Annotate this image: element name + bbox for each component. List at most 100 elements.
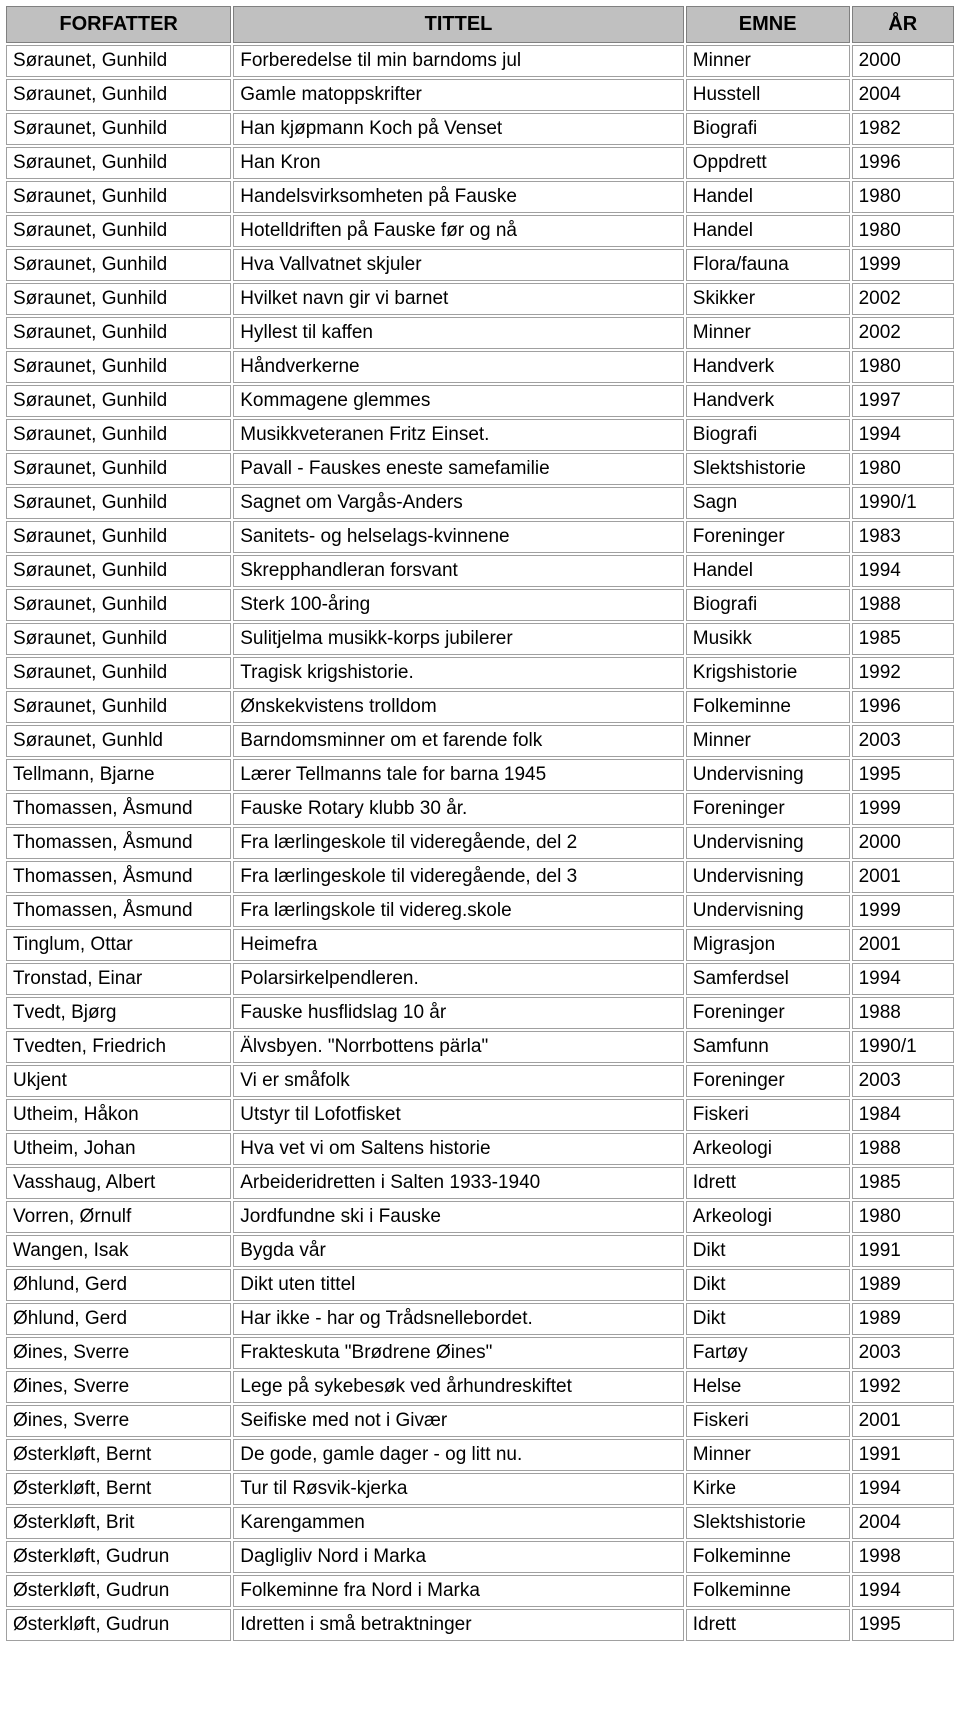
table-cell: Pavall - Fauskes eneste samefamilie <box>233 453 684 485</box>
table-cell: Folkeminne fra Nord i Marka <box>233 1575 684 1607</box>
table-cell: Handverk <box>686 385 850 417</box>
table-cell: Gamle matoppskrifter <box>233 79 684 111</box>
table-cell: Søraunet, Gunhild <box>6 317 231 349</box>
table-cell: Slektshistorie <box>686 453 850 485</box>
table-cell: Fra lærlingeskole til videregående, del … <box>233 827 684 859</box>
table-cell: 1989 <box>852 1303 954 1335</box>
table-row: Østerkløft, GudrunDagligliv Nord i Marka… <box>6 1541 954 1573</box>
table-cell: Migrasjon <box>686 929 850 961</box>
table-cell: Utheim, Johan <box>6 1133 231 1165</box>
table-cell: Oppdrett <box>686 147 850 179</box>
table-cell: Lærer Tellmanns tale for barna 1945 <box>233 759 684 791</box>
table-cell: Idrett <box>686 1609 850 1641</box>
table-cell: 1999 <box>852 793 954 825</box>
table-cell: Idrett <box>686 1167 850 1199</box>
table-row: Søraunet, GunhildHan KronOppdrett1996 <box>6 147 954 179</box>
table-cell: Søraunet, Gunhild <box>6 113 231 145</box>
table-cell: 1994 <box>852 555 954 587</box>
table-cell: Dikt uten tittel <box>233 1269 684 1301</box>
table-cell: Undervisning <box>686 827 850 859</box>
table-cell: 1994 <box>852 1575 954 1607</box>
table-cell: Undervisning <box>686 861 850 893</box>
table-cell: Arkeologi <box>686 1201 850 1233</box>
table-row: Søraunet, GunhildForberedelse til min ba… <box>6 45 954 77</box>
table-cell: Østerkløft, Bernt <box>6 1439 231 1471</box>
table-cell: Foreninger <box>686 521 850 553</box>
table-cell: Fauske husflidslag 10 år <box>233 997 684 1029</box>
table-cell: Sterk 100-åring <box>233 589 684 621</box>
table-cell: 1988 <box>852 589 954 621</box>
table-row: Søraunet, GunhildHvilket navn gir vi bar… <box>6 283 954 315</box>
table-cell: Sagnet om Vargås-Anders <box>233 487 684 519</box>
table-cell: Fartøy <box>686 1337 850 1369</box>
table-row: Søraunet, GunhildSkrepphandleran forsvan… <box>6 555 954 587</box>
table-cell: Sulitjelma musikk-korps jubilerer <box>233 623 684 655</box>
table-cell: Øhlund, Gerd <box>6 1303 231 1335</box>
table-row: Søraunet, GunhildGamle matoppskrifterHus… <box>6 79 954 111</box>
table-cell: 2003 <box>852 725 954 757</box>
table-cell: Undervisning <box>686 759 850 791</box>
table-cell: Lege på sykebesøk ved århundreskiftet <box>233 1371 684 1403</box>
table-cell: Østerkløft, Gudrun <box>6 1609 231 1641</box>
col-header-author: FORFATTER <box>6 6 231 43</box>
table-cell: Idretten i små betraktninger <box>233 1609 684 1641</box>
table-cell: Musikkveteranen Fritz Einset. <box>233 419 684 451</box>
table-cell: Seifiske med not i Givær <box>233 1405 684 1437</box>
table-row: Thomassen, ÅsmundFra lærlingeskole til v… <box>6 861 954 893</box>
table-cell: Biografi <box>686 113 850 145</box>
table-cell: 1988 <box>852 997 954 1029</box>
table-row: Søraunet, GunhildHotelldriften på Fauske… <box>6 215 954 247</box>
col-header-title: TITTEL <box>233 6 684 43</box>
table-cell: Folkeminne <box>686 691 850 723</box>
table-cell: Tvedten, Friedrich <box>6 1031 231 1063</box>
table-row: Søraunet, GunhildSagnet om Vargås-Anders… <box>6 487 954 519</box>
table-cell: Handel <box>686 181 850 213</box>
table-cell: Søraunet, Gunhild <box>6 487 231 519</box>
table-row: Tvedten, FriedrichÄlvsbyen. "Norrbottens… <box>6 1031 954 1063</box>
table-cell: 1997 <box>852 385 954 417</box>
table-row: Søraunet, GunhildHva Vallvatnet skjulerF… <box>6 249 954 281</box>
table-cell: Hva Vallvatnet skjuler <box>233 249 684 281</box>
table-head: FORFATTER TITTEL EMNE ÅR <box>6 6 954 43</box>
table-cell: 2000 <box>852 827 954 859</box>
table-cell: Østerkløft, Gudrun <box>6 1541 231 1573</box>
table-row: Øhlund, GerdDikt uten tittelDikt1989 <box>6 1269 954 1301</box>
table-cell: Tellmann, Bjarne <box>6 759 231 791</box>
table-cell: 2001 <box>852 861 954 893</box>
table-cell: Samfunn <box>686 1031 850 1063</box>
table-row: Søraunet, GunhldBarndomsminner om et far… <box>6 725 954 757</box>
table-cell: Tronstad, Einar <box>6 963 231 995</box>
table-cell: 1996 <box>852 691 954 723</box>
table-cell: Søraunet, Gunhild <box>6 351 231 383</box>
table-cell: Håndverkerne <box>233 351 684 383</box>
table-row: Øines, SverreLege på sykebesøk ved århun… <box>6 1371 954 1403</box>
table-cell: Arkeologi <box>686 1133 850 1165</box>
table-cell: 1980 <box>852 215 954 247</box>
table-row: Øines, SverreFrakteskuta "Brødrene Øines… <box>6 1337 954 1369</box>
table-cell: 1989 <box>852 1269 954 1301</box>
table-cell: Biografi <box>686 419 850 451</box>
table-cell: Søraunet, Gunhild <box>6 79 231 111</box>
table-cell: 1980 <box>852 351 954 383</box>
table-cell: 1980 <box>852 181 954 213</box>
table-cell: Fiskeri <box>686 1405 850 1437</box>
table-row: Øines, SverreSeifiske med not i GiværFis… <box>6 1405 954 1437</box>
table-row: Utheim, JohanHva vet vi om Saltens histo… <box>6 1133 954 1165</box>
table-cell: Thomassen, Åsmund <box>6 827 231 859</box>
table-row: Wangen, IsakBygda vårDikt1991 <box>6 1235 954 1267</box>
table-cell: 1980 <box>852 453 954 485</box>
table-row: Søraunet, GunhildHåndverkerneHandverk198… <box>6 351 954 383</box>
table-cell: Søraunet, Gunhild <box>6 521 231 553</box>
table-cell: Thomassen, Åsmund <box>6 793 231 825</box>
table-cell: Han Kron <box>233 147 684 179</box>
table-cell: Heimefra <box>233 929 684 961</box>
table-row: Thomassen, ÅsmundFra lærlingeskole til v… <box>6 827 954 859</box>
table-cell: Utheim, Håkon <box>6 1099 231 1131</box>
table-cell: Husstell <box>686 79 850 111</box>
table-cell: Søraunet, Gunhld <box>6 725 231 757</box>
table-cell: 1985 <box>852 623 954 655</box>
table-cell: Foreninger <box>686 1065 850 1097</box>
table-cell: 2004 <box>852 1507 954 1539</box>
table-cell: Søraunet, Gunhild <box>6 181 231 213</box>
table-cell: Frakteskuta "Brødrene Øines" <box>233 1337 684 1369</box>
